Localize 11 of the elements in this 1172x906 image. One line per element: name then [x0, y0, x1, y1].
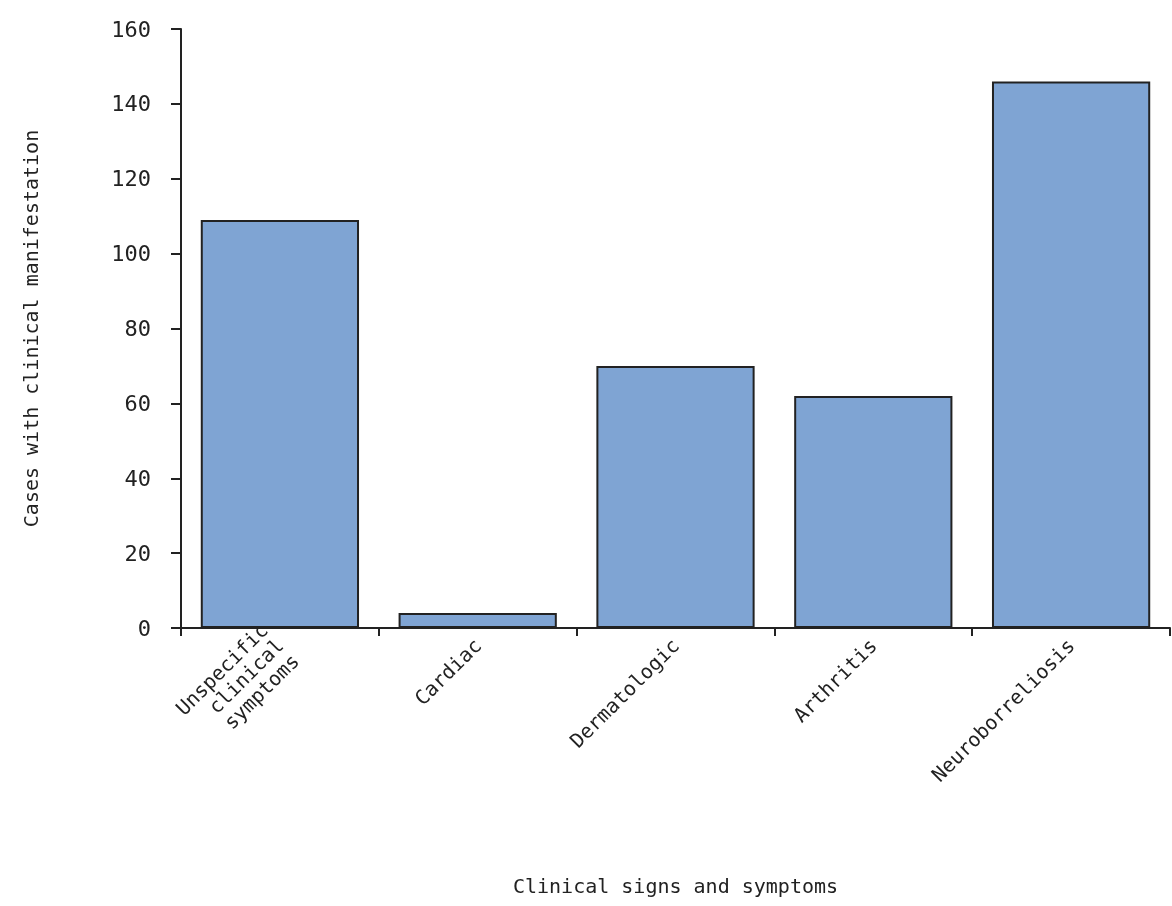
y-tick-label: 80	[124, 316, 151, 341]
y-axis-title: Cases with clinical manifestation	[19, 129, 43, 528]
y-tick-label: 160	[111, 16, 151, 42]
y-tick-label: 120	[111, 166, 151, 192]
y-tick-label: 20	[124, 540, 151, 566]
y-tick-label: 140	[111, 91, 151, 117]
y-tick-label: 60	[124, 390, 151, 416]
y-tick-label: 100	[111, 241, 151, 267]
y-tick-label: 0	[137, 615, 151, 641]
x-axis-title: Clinical signs and symptoms	[512, 874, 839, 898]
y-tick-label: 40	[124, 465, 151, 491]
